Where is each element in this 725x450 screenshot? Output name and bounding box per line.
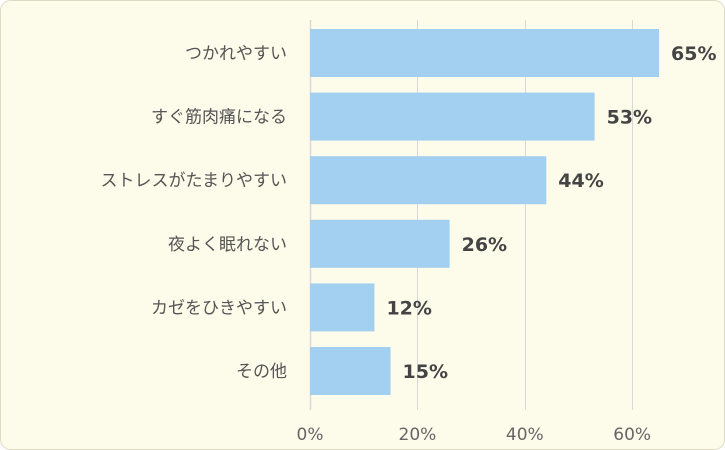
value-label: 26% bbox=[462, 234, 507, 256]
value-label: 53% bbox=[607, 107, 652, 129]
x-tick-label: 0% bbox=[297, 425, 324, 445]
category-label: ストレスがたまりやすい bbox=[101, 171, 288, 191]
category-label: 夜よく眠れない bbox=[168, 235, 287, 255]
bar bbox=[310, 92, 595, 141]
bar bbox=[310, 283, 375, 332]
value-label: 12% bbox=[386, 297, 431, 319]
value-label: 15% bbox=[403, 361, 448, 383]
category-label: その他 bbox=[236, 362, 287, 382]
bar bbox=[310, 219, 450, 268]
value-label: 44% bbox=[558, 170, 603, 192]
bar bbox=[310, 347, 391, 395]
labels: 0% 20% 40% 60% つかれやすい 65% すぐ筋肉痛になる 53% ストレスがたまりや… bbox=[101, 43, 717, 445]
bar bbox=[310, 29, 660, 77]
x-tick-label: 60% bbox=[613, 425, 651, 445]
bars bbox=[310, 29, 660, 395]
category-label: つかれやすい bbox=[185, 44, 287, 64]
category-label: すぐ筋肉痛になる bbox=[151, 108, 287, 128]
grid-lines bbox=[309, 20, 633, 410]
x-tick-label: 20% bbox=[399, 425, 437, 445]
category-label: カゼをひきやすい bbox=[151, 298, 287, 318]
x-tick-label: 40% bbox=[506, 425, 544, 445]
bar bbox=[310, 156, 547, 205]
value-label: 65% bbox=[671, 43, 716, 65]
